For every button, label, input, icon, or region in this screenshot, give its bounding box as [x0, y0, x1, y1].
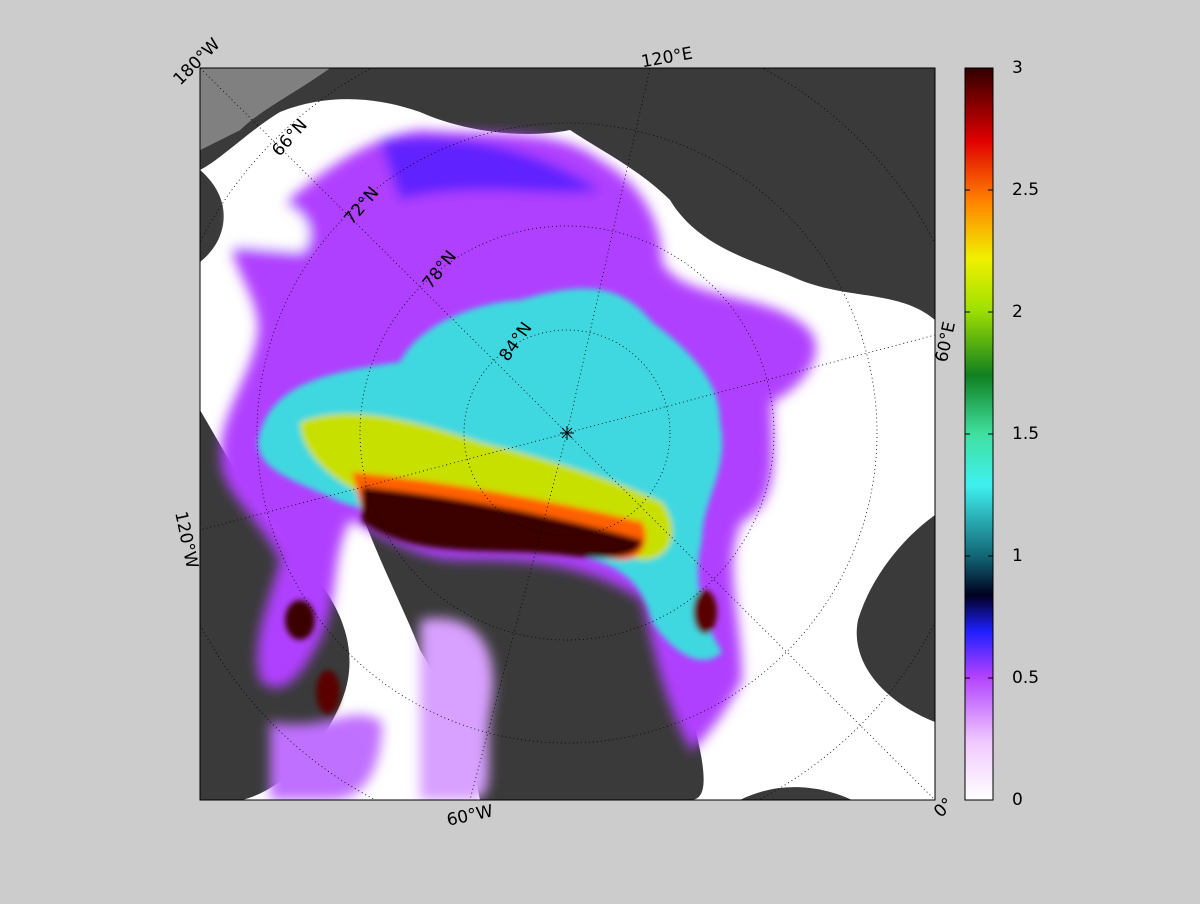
colorbar-tick-label: 1.5 [1012, 424, 1039, 444]
graticule [200, 68, 935, 800]
land-eurasia [200, 68, 935, 320]
colorbar-ticks: 0 0.5 1 1.5 2 2.5 3 [965, 58, 1039, 810]
colorbar-tick-label: 3 [1012, 58, 1023, 78]
meridian-label: 120°W [170, 510, 202, 571]
colorbar-tick-label: 0 [1012, 790, 1023, 810]
land-scandinavia [856, 515, 935, 722]
colorbar-tick-label: 0.5 [1012, 668, 1039, 688]
map-frame [199, 67, 936, 801]
ice-thick [258, 288, 723, 714]
colorbar-tick-label: 1 [1012, 546, 1023, 566]
land-iceland [740, 787, 852, 800]
meridian-label: 60°E [932, 320, 960, 364]
colorbar-tick-label: 2.5 [1012, 180, 1039, 200]
land-grey [200, 68, 330, 150]
meridian-label: 60°W [445, 801, 495, 830]
land-alaska [200, 170, 224, 262]
map-area [200, 68, 935, 800]
pole-marker [560, 426, 574, 440]
colorbar-tick-label: 2 [1012, 302, 1023, 322]
